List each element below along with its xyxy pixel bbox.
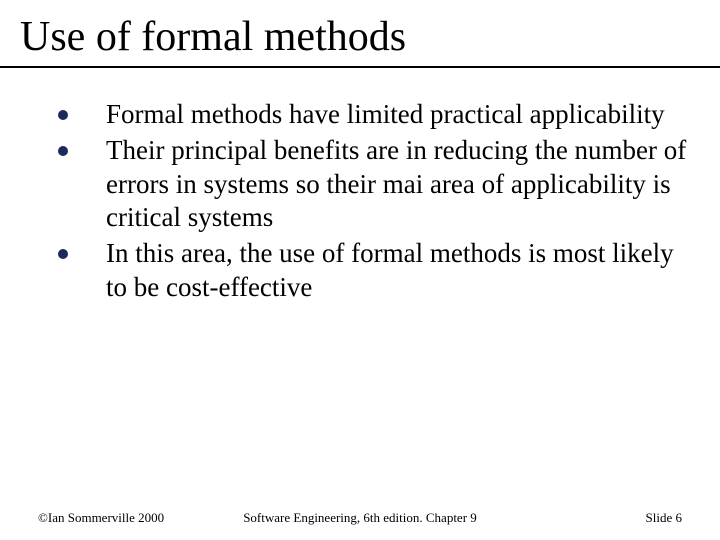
title-underline (0, 66, 720, 68)
bullet-item: Their principal benefits are in reducing… (58, 134, 690, 235)
bullet-icon (58, 249, 68, 259)
slide-footer: ©Ian Sommerville 2000 Software Engineeri… (0, 510, 720, 526)
bullet-icon (58, 110, 68, 120)
bullet-item: Formal methods have limited practical ap… (58, 98, 690, 132)
bullet-text: Formal methods have limited practical ap… (106, 98, 665, 132)
slide-title: Use of formal methods (20, 14, 406, 60)
bullet-text: Their principal benefits are in reducing… (106, 134, 690, 235)
slide-body: Formal methods have limited practical ap… (58, 98, 690, 307)
bullet-icon (58, 146, 68, 156)
bullet-text: In this area, the use of formal methods … (106, 237, 690, 305)
footer-slide-number: Slide 6 (646, 510, 682, 526)
footer-copyright: ©Ian Sommerville 2000 (38, 510, 164, 526)
bullet-item: In this area, the use of formal methods … (58, 237, 690, 305)
slide: Use of formal methods Formal methods hav… (0, 0, 720, 540)
